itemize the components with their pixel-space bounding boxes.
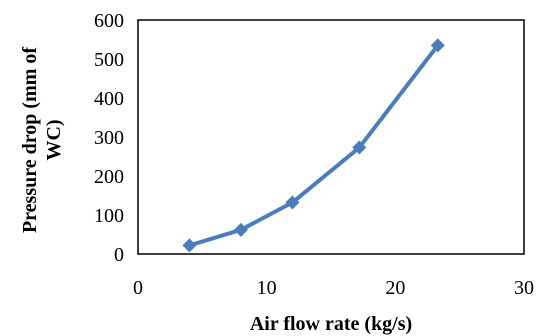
- data-point-marker: [352, 140, 367, 155]
- y-tick-label: 0: [114, 244, 124, 266]
- y-tick-label: 400: [94, 88, 124, 110]
- y-tick-label: 500: [94, 49, 124, 71]
- y-axis-title-line-2: WC): [43, 119, 65, 160]
- data-point-marker: [182, 238, 197, 253]
- plot-area: [137, 19, 525, 255]
- y-tick-label: 600: [94, 10, 124, 32]
- y-tick-label: 200: [94, 166, 124, 188]
- y-axis-title-line-1: Pressure drop (mm of: [19, 47, 41, 233]
- data-point-marker: [430, 38, 445, 53]
- data-point-marker: [233, 222, 248, 237]
- y-tick-label: 300: [94, 127, 124, 149]
- x-tick-label: 30: [514, 277, 534, 299]
- y-tick-label: 100: [94, 205, 124, 227]
- series-line: [188, 44, 440, 248]
- data-point-marker: [285, 195, 300, 210]
- x-tick-label: 0: [133, 277, 143, 299]
- y-tick-labels: 0 100 200 300 400 500 600: [94, 10, 124, 266]
- x-axis-title: Air flow rate (kg/s): [250, 313, 412, 335]
- x-tick-label: 10: [257, 277, 277, 299]
- series-layer: [182, 38, 445, 253]
- x-tick-label: 20: [385, 277, 405, 299]
- x-tick-labels: 0 10 20 30: [133, 277, 534, 299]
